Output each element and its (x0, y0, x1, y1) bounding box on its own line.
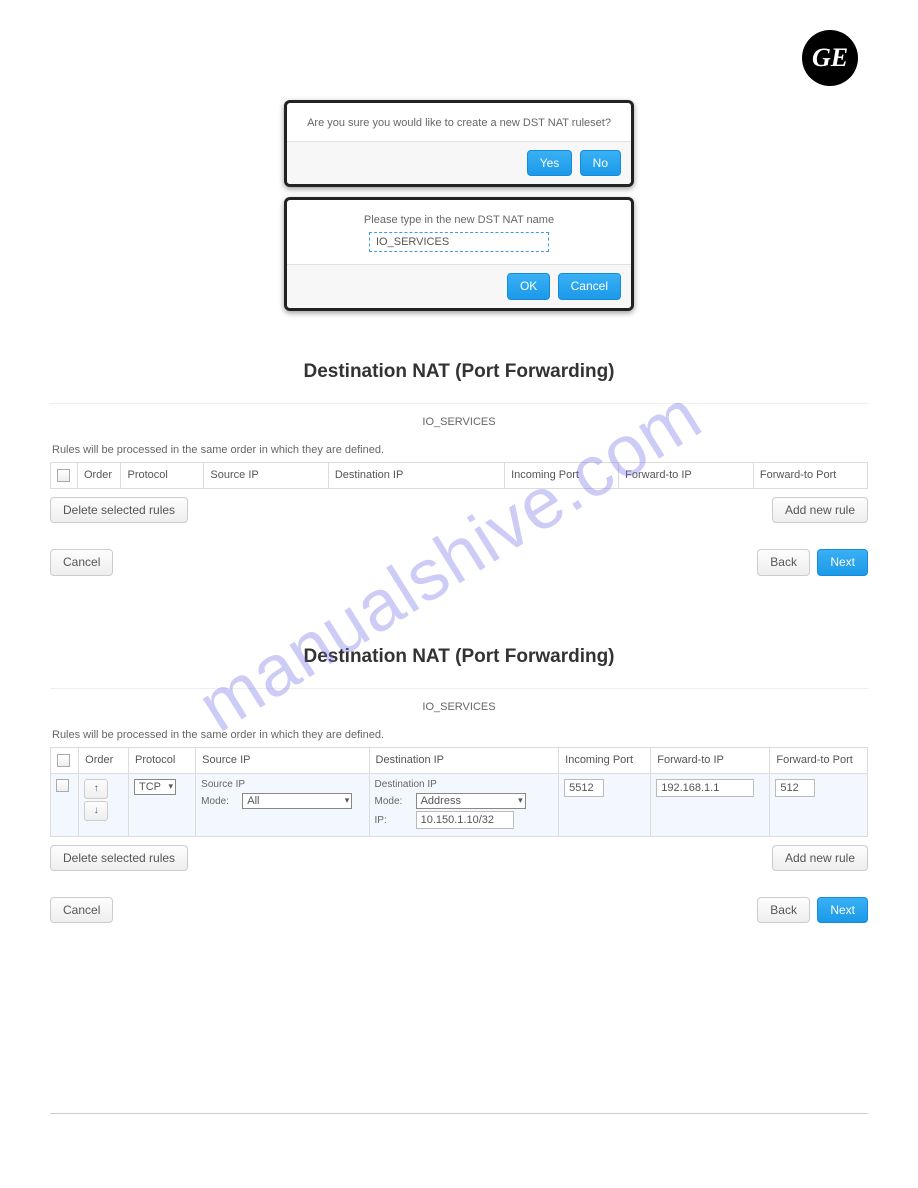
col-incoming-port: Incoming Port (505, 462, 619, 488)
col-order: Order (77, 462, 121, 488)
col-incoming-port: Incoming Port (559, 747, 651, 773)
col-forward-port: Forward-to Port (770, 747, 868, 773)
next-button[interactable]: Next (817, 897, 868, 923)
page-title: Destination NAT (Port Forwarding) (50, 646, 868, 668)
source-ip-title: Source IP (201, 779, 363, 790)
select-all-checkbox[interactable] (57, 469, 70, 482)
cancel-button[interactable]: Cancel (50, 549, 113, 575)
col-protocol: Protocol (129, 747, 196, 773)
nat-name-input[interactable] (369, 232, 549, 252)
col-source-ip: Source IP (204, 462, 328, 488)
table-row: ↑ ↓ TCP Source IP Mode: All Destination … (51, 773, 868, 836)
incoming-port-input[interactable] (564, 779, 604, 797)
cancel-button[interactable]: Cancel (50, 897, 113, 923)
ok-button[interactable]: OK (507, 273, 550, 299)
add-rule-button[interactable]: Add new rule (772, 497, 868, 523)
row-checkbox[interactable] (56, 779, 69, 792)
processing-note: Rules will be processed in the same orde… (52, 729, 868, 741)
next-button[interactable]: Next (817, 549, 868, 575)
ruleset-name: IO_SERVICES (50, 695, 868, 719)
col-source-ip: Source IP (196, 747, 369, 773)
forward-ip-input[interactable] (656, 779, 753, 797)
col-forward-ip: Forward-to IP (651, 747, 770, 773)
cancel-dialog-button[interactable]: Cancel (558, 273, 621, 299)
yes-button[interactable]: Yes (527, 150, 573, 176)
confirm-message: Are you sure you would like to create a … (287, 103, 631, 141)
add-rule-button[interactable]: Add new rule (772, 845, 868, 871)
no-button[interactable]: No (580, 150, 621, 176)
source-mode-label: Mode: (201, 796, 239, 807)
col-dest-ip: Destination IP (369, 747, 559, 773)
back-button[interactable]: Back (757, 897, 810, 923)
name-dialog: Please type in the new DST NAT name OK C… (284, 197, 634, 310)
col-forward-ip: Forward-to IP (619, 462, 754, 488)
dest-ip-title: Destination IP (375, 779, 554, 790)
delete-rules-button[interactable]: Delete selected rules (50, 497, 188, 523)
move-up-button[interactable]: ↑ (84, 779, 108, 799)
back-button[interactable]: Back (757, 549, 810, 575)
dest-ip-label: IP: (375, 815, 413, 826)
dest-ip-input[interactable] (416, 811, 514, 829)
col-order: Order (79, 747, 129, 773)
select-all-checkbox[interactable] (57, 754, 70, 767)
dest-mode-select[interactable]: Address (416, 793, 526, 809)
rules-table-empty: Order Protocol Source IP Destination IP … (50, 462, 868, 489)
delete-rules-button[interactable]: Delete selected rules (50, 845, 188, 871)
source-mode-select[interactable]: All (242, 793, 352, 809)
protocol-select[interactable]: TCP (134, 779, 176, 795)
col-protocol: Protocol (121, 462, 204, 488)
confirm-dialog: Are you sure you would like to create a … (284, 100, 634, 187)
col-forward-port: Forward-to Port (753, 462, 867, 488)
col-dest-ip: Destination IP (328, 462, 504, 488)
rules-table: Order Protocol Source IP Destination IP … (50, 747, 868, 837)
ge-logo: GE (802, 30, 858, 86)
dest-mode-label: Mode: (375, 796, 413, 807)
processing-note: Rules will be processed in the same orde… (52, 444, 868, 456)
move-down-button[interactable]: ↓ (84, 801, 108, 821)
ruleset-name: IO_SERVICES (50, 410, 868, 434)
page-title: Destination NAT (Port Forwarding) (50, 361, 868, 383)
name-message: Please type in the new DST NAT name (303, 214, 615, 226)
forward-port-input[interactable] (775, 779, 815, 797)
